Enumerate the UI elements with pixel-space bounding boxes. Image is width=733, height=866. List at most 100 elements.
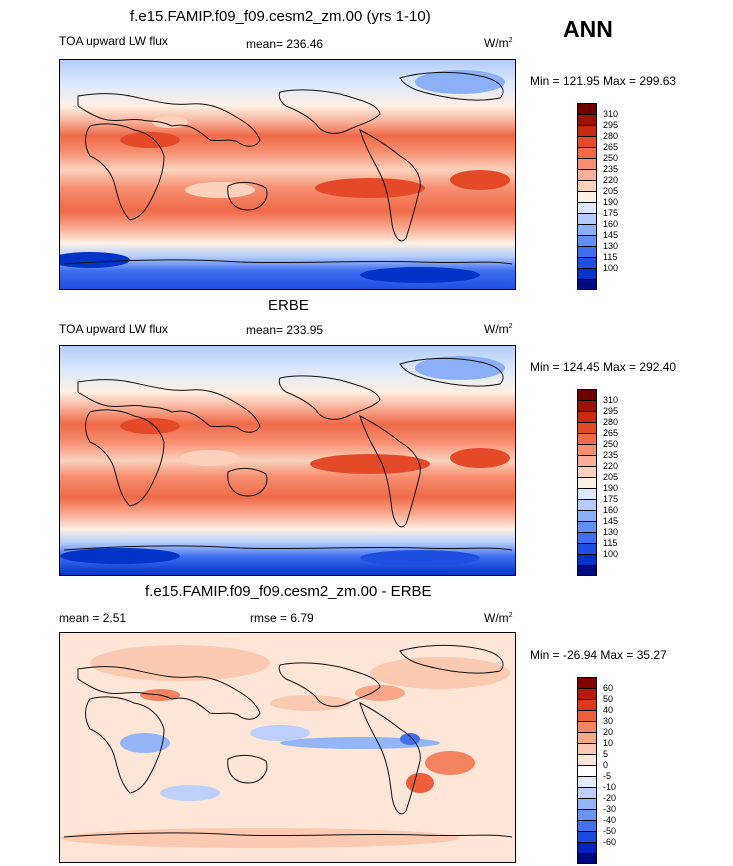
colorbar-swatch: [577, 699, 597, 710]
panel1-colorbar-tick: 100: [603, 263, 619, 273]
colorbar-swatch: [577, 169, 597, 180]
colorbar-swatch: [577, 831, 597, 842]
panel2-map: [59, 345, 516, 576]
colorbar-swatch: [577, 677, 597, 688]
panel3-units-label: W/m2: [484, 611, 513, 625]
colorbar-swatch: [577, 710, 597, 721]
panel3-colorbar-tick: -30: [603, 804, 617, 814]
colorbar-swatch: [577, 543, 597, 554]
panel2-colorbar-tick: 265: [603, 428, 619, 438]
colorbar-swatch: [577, 565, 597, 576]
panel2-colorbar-tick: 250: [603, 439, 619, 449]
colorbar-swatch: [577, 820, 597, 831]
panel2-colorbar-tick: 280: [603, 417, 619, 427]
panel3-colorbar-tick: -50: [603, 826, 617, 836]
panel2-colorbar-tick: 190: [603, 483, 619, 493]
panel3-title: f.e15.FAMIP.f09_f09.cesm2_zm.00 - ERBE: [145, 583, 432, 600]
colorbar-swatch: [577, 136, 597, 147]
colorbar-swatch: [577, 147, 597, 158]
panel1-colorbar-tick: 175: [603, 208, 619, 218]
colorbar-swatch: [577, 787, 597, 798]
panel2-colorbar-tick: 235: [603, 450, 619, 460]
colorbar-swatch: [577, 224, 597, 235]
panel2-colorbar-tick: 130: [603, 527, 619, 537]
panel1-colorbar-tick: 145: [603, 230, 619, 240]
panel2-colorbar-tick: 100: [603, 549, 619, 559]
panel3-colorbar-tick: 20: [603, 727, 614, 737]
colorbar-swatch: [577, 279, 597, 290]
colorbar-swatch: [577, 444, 597, 455]
panel1-colorbar-tick: 220: [603, 175, 619, 185]
panel3-colorbar-tick: 10: [603, 738, 614, 748]
panel2-colorbar-tick: 160: [603, 505, 619, 515]
panel1-map: [59, 59, 516, 290]
panel1-colorbar-tick: 310: [603, 109, 619, 119]
panel2-colorbar-tick: 145: [603, 516, 619, 526]
panel1-mean-label: mean= 236.46: [246, 37, 324, 51]
colorbar-swatch: [577, 488, 597, 499]
panel3-colorbar-tick: -40: [603, 815, 617, 825]
panel3-units-sup: 2: [508, 612, 513, 619]
panel1-colorbar-tick: 295: [603, 120, 619, 130]
panel3-colorbar-tick: -10: [603, 782, 617, 792]
panel1-units-label: W/m2: [484, 36, 513, 50]
colorbar-swatch: [577, 510, 597, 521]
panel2-units-sup: 2: [508, 323, 513, 330]
colorbar-swatch: [577, 158, 597, 169]
panel2-mean-label: mean= 233.95: [246, 323, 324, 337]
panel1-title: f.e15.FAMIP.f09_f09.cesm2_zm.00 (yrs 1-1…: [130, 8, 431, 25]
colorbar-swatch: [577, 125, 597, 136]
colorbar-swatch: [577, 842, 597, 853]
panel1-colorbar-tick: 130: [603, 241, 619, 251]
panel2-variable-label: TOA upward LW flux: [59, 322, 168, 336]
colorbar-swatch: [577, 433, 597, 444]
panel3-colorbar-tick: -20: [603, 793, 617, 803]
colorbar-swatch: [577, 521, 597, 532]
colorbar-swatch: [577, 103, 597, 114]
colorbar-swatch: [577, 765, 597, 776]
panel2-units-text: W/m: [484, 322, 509, 336]
colorbar-swatch: [577, 257, 597, 268]
panel1-colorbar-tick: 160: [603, 219, 619, 229]
colorbar-swatch: [577, 853, 597, 864]
colorbar-swatch: [577, 180, 597, 191]
colorbar-swatch: [577, 400, 597, 411]
colorbar-swatch: [577, 688, 597, 699]
colorbar-swatch: [577, 776, 597, 787]
panel2-title: ERBE: [268, 297, 309, 314]
panel2-colorbar-tick: 175: [603, 494, 619, 504]
panel1-colorbar-tick: 265: [603, 142, 619, 152]
colorbar-swatch: [577, 455, 597, 466]
colorbar-swatch: [577, 213, 597, 224]
colorbar-swatch: [577, 422, 597, 433]
colorbar-swatch: [577, 798, 597, 809]
colorbar-swatch: [577, 191, 597, 202]
panel3-colorbar-tick: 50: [603, 694, 614, 704]
colorbar-swatch: [577, 721, 597, 732]
colorbar-swatch: [577, 114, 597, 125]
colorbar-swatch: [577, 532, 597, 543]
colorbar-swatch: [577, 389, 597, 400]
panel1-units-text: W/m: [484, 36, 509, 50]
panel1-colorbar-tick: 250: [603, 153, 619, 163]
panel3-colorbar-tick: -60: [603, 837, 617, 847]
season-label: ANN: [563, 16, 613, 42]
colorbar-swatch: [577, 246, 597, 257]
panel1-variable-label: TOA upward LW flux: [59, 34, 168, 48]
colorbar-swatch: [577, 411, 597, 422]
colorbar-swatch: [577, 554, 597, 565]
panel1-units-sup: 2: [508, 37, 513, 44]
panel1-colorbar-tick: 115: [603, 252, 618, 262]
panel1-colorbar-tick: 235: [603, 164, 619, 174]
panel3-colorbar-tick: 40: [603, 705, 614, 715]
panel3-colorbar-tick: -5: [603, 771, 612, 781]
panel1-colorbar-tick: 205: [603, 186, 619, 196]
panel3-colorbar-tick: 30: [603, 716, 614, 726]
panel2-colorbar-tick: 310: [603, 395, 619, 405]
panel3-map: [59, 632, 516, 863]
colorbar-swatch: [577, 235, 597, 246]
panel3-minmax: Min = -26.94 Max = 35.27: [530, 648, 667, 662]
panel1-colorbar-tick: 280: [603, 131, 619, 141]
panel2-units-label: W/m2: [484, 322, 513, 336]
colorbar-swatch: [577, 809, 597, 820]
